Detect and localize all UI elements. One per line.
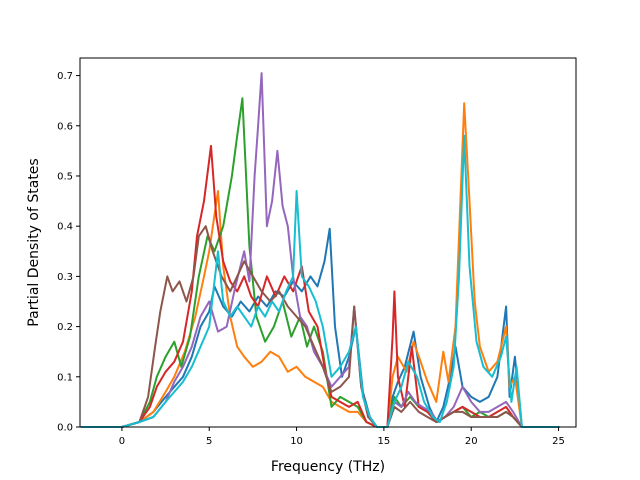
x-tick-label: 10: [290, 436, 303, 447]
x-tick-label: 5: [206, 436, 212, 447]
plot-frame: [79, 57, 577, 428]
y-axis: 0.0 0.1 0.2 0.3 0.4 0.5 0.6 0.7: [57, 71, 80, 434]
y-tick-label: 0.4: [57, 222, 73, 233]
y-tick-label: 0.3: [57, 272, 73, 283]
y-tick-label: 0.0: [57, 423, 73, 434]
x-tick-label: 0: [119, 436, 125, 447]
x-tick-label: 25: [552, 436, 565, 447]
y-axis-title: Partial Density of States: [26, 158, 42, 326]
x-tick-label: 15: [378, 436, 391, 447]
y-tick-label: 0.2: [57, 322, 73, 333]
x-tick-label: 20: [465, 436, 478, 447]
series-layer: [80, 72, 560, 428]
x-axis: 0 5 10 15 20 25: [119, 427, 565, 447]
x-axis-title: Frequency (THz): [271, 459, 385, 475]
series-line-4: [80, 144, 560, 428]
y-tick-label: 0.1: [57, 372, 73, 383]
y-tick-label: 0.6: [57, 121, 73, 132]
series-line-7: [80, 134, 560, 428]
y-tick-label: 0.5: [57, 171, 73, 182]
y-tick-label: 0.7: [57, 71, 73, 82]
series-line-2: [80, 102, 560, 428]
series-line-6: [80, 225, 560, 428]
series-line-5: [80, 72, 560, 428]
